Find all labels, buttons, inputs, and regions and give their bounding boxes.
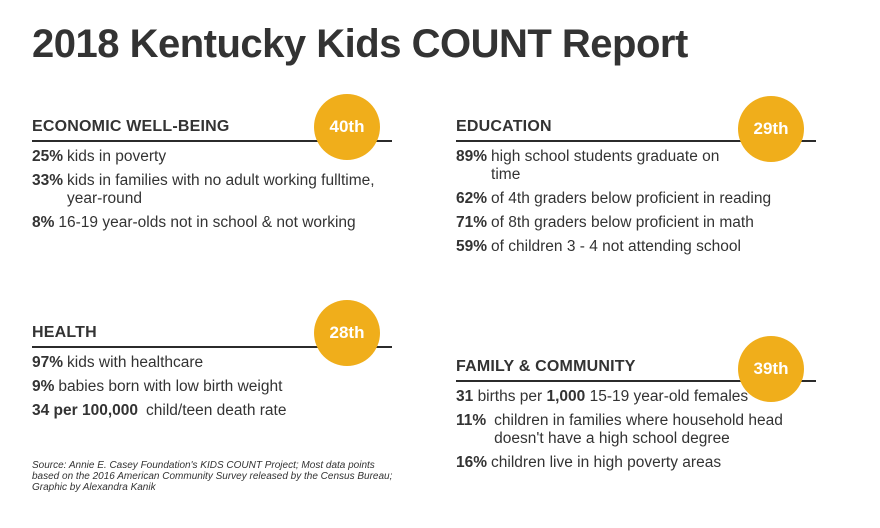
stat-value: 8% — [32, 214, 55, 231]
stat-item: 34 per 100,000 child/teen death rate — [32, 402, 392, 420]
stat-text: of 4th graders below proficient in readi… — [491, 190, 772, 207]
family-rank-badge: 39th — [738, 336, 804, 402]
education-divider — [456, 140, 816, 142]
health-rank-badge: 28th — [314, 300, 380, 366]
stat-text: births per — [477, 388, 543, 405]
stat-text: babies born with low birth weight — [58, 378, 283, 395]
stat-text: children live in high poverty areas — [491, 454, 722, 471]
stat-text: children in families where household hea… — [494, 412, 783, 447]
stat-item: 11% children in families where household… — [456, 412, 816, 448]
health-stats: 97% kids with healthcare 9% babies born … — [32, 354, 392, 420]
stat-value: 97% — [32, 354, 64, 371]
stat-text: 16-19 year-olds not in school & not work… — [58, 214, 356, 231]
economic-header: ECONOMIC WELL-BEING — [32, 112, 392, 142]
stat-value: 34 per 100,000 — [32, 402, 139, 419]
stat-text: kids in poverty — [67, 148, 167, 165]
stat-value: 11% — [456, 412, 487, 429]
stat-text: kids with healthcare — [67, 354, 204, 371]
economic-heading: ECONOMIC WELL-BEING — [32, 118, 230, 135]
family-divider — [456, 380, 816, 382]
stat-value: 31 — [456, 388, 474, 405]
education-section: EDUCATION 89% high school students gradu… — [456, 112, 816, 256]
family-stats: 31 births per 1,000 15-19 year-old femal… — [456, 388, 816, 472]
education-header: EDUCATION — [456, 112, 816, 142]
economic-section: ECONOMIC WELL-BEING 25% kids in poverty … — [32, 112, 392, 232]
education-rank-badge: 29th — [738, 96, 804, 162]
stat-value: 59% — [456, 238, 488, 255]
family-section: FAMILY & COMMUNITY 31 births per 1,000 1… — [456, 352, 816, 472]
health-section: HEALTH 97% kids with healthcare 9% babie… — [32, 318, 392, 420]
stat-item: 16% children live in high poverty areas — [456, 454, 816, 472]
stat-item: 33% kids in families with no adult worki… — [32, 172, 392, 208]
stat-value: 33% — [32, 172, 64, 189]
stat-value: 71% — [456, 214, 488, 231]
health-divider — [32, 346, 392, 348]
stat-item: 89% high school students graduate on tim… — [456, 148, 816, 184]
health-header: HEALTH — [32, 318, 392, 348]
stat-value: 62% — [456, 190, 488, 207]
source-note: Source: Annie E. Casey Foundation's KIDS… — [32, 460, 393, 493]
stat-item: 62% of 4th graders below proficient in r… — [456, 190, 816, 208]
stat-text: of 8th graders below proficient in math — [491, 214, 754, 231]
stat-value: 25% — [32, 148, 64, 165]
stat-text: of children 3 - 4 not attending school — [491, 238, 741, 255]
economic-stats: 25% kids in poverty 33% kids in families… — [32, 148, 392, 232]
stat-text: 15-19 year-old females — [589, 388, 749, 405]
stat-item: 71% of 8th graders below proficient in m… — [456, 214, 816, 232]
stat-value: 16% — [456, 454, 488, 471]
economic-rank-badge: 40th — [314, 94, 380, 160]
stat-text: high school students graduate on time — [491, 148, 720, 183]
stat-value: 1,000 — [546, 388, 586, 405]
family-header: FAMILY & COMMUNITY — [456, 352, 816, 382]
stat-item: 59% of children 3 - 4 not attending scho… — [456, 238, 816, 256]
stat-item: 9% babies born with low birth weight — [32, 378, 392, 396]
stat-text: child/teen death rate — [146, 402, 287, 419]
stat-item: 97% kids with healthcare — [32, 354, 392, 372]
stat-item: 8% 16-19 year-olds not in school & not w… — [32, 214, 392, 232]
page-title: 2018 Kentucky Kids COUNT Report — [32, 22, 688, 66]
education-stats: 89% high school students graduate on tim… — [456, 148, 816, 256]
education-heading: EDUCATION — [456, 118, 552, 135]
stat-value: 89% — [456, 148, 488, 165]
family-heading: FAMILY & COMMUNITY — [456, 358, 636, 375]
stat-item: 25% kids in poverty — [32, 148, 392, 166]
economic-divider — [32, 140, 392, 142]
stat-item: 31 births per 1,000 15-19 year-old femal… — [456, 388, 756, 406]
stat-text: kids in families with no adult working f… — [67, 172, 375, 207]
stat-value: 9% — [32, 378, 55, 395]
health-heading: HEALTH — [32, 324, 97, 341]
